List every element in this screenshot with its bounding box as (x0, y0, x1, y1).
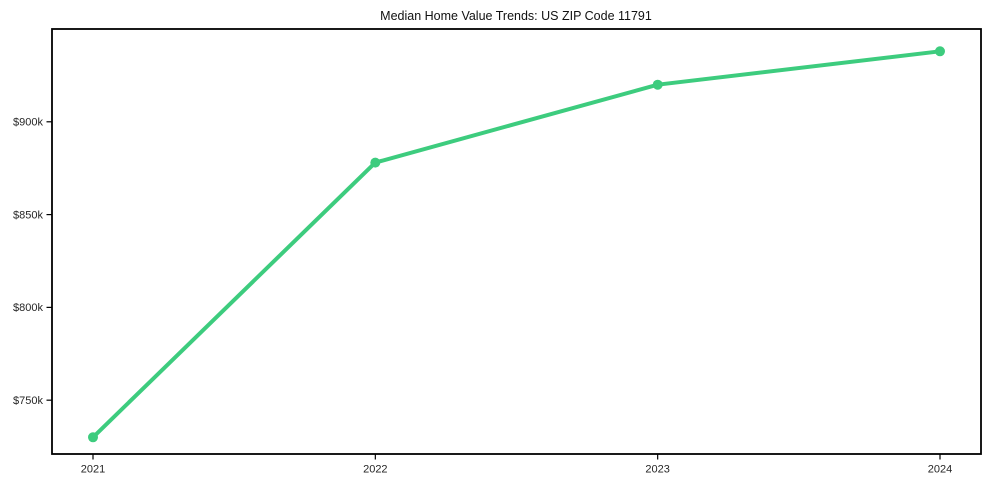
y-tick-label: $850k (13, 209, 43, 221)
y-tick-label: $750k (13, 395, 43, 407)
x-axis-ticks: 2021 2022 2023 2024 (81, 454, 952, 476)
x-tick-label: 2023 (645, 464, 669, 476)
y-tick-label: $800k (13, 302, 43, 314)
data-point-marker (88, 432, 98, 443)
series-layer (88, 46, 945, 443)
x-tick-label: 2021 (81, 464, 105, 476)
chart-title: Median Home Value Trends: US ZIP Code 11… (380, 9, 652, 23)
x-tick-label: 2024 (928, 464, 952, 476)
data-point-marker (652, 79, 663, 90)
data-point-marker (935, 46, 945, 57)
trend-line (91, 49, 942, 440)
y-tick-label: $900k (13, 117, 43, 129)
x-tick-label: 2022 (363, 464, 387, 476)
y-axis-ticks: $750k $800k $850k $900k (13, 117, 52, 407)
data-point-marker (370, 157, 381, 168)
plot-border (51, 28, 982, 455)
